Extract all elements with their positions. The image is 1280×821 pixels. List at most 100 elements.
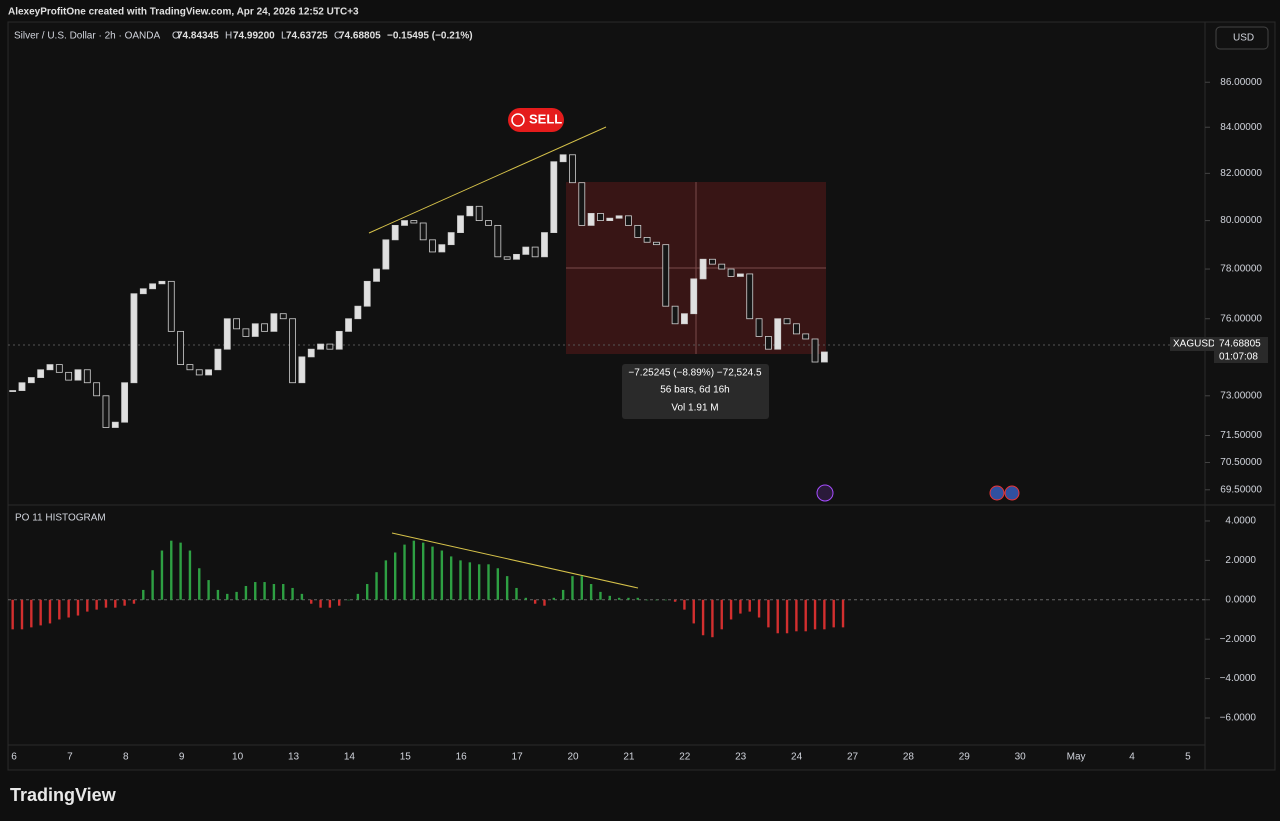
- ohlc-value: 74.99200: [233, 31, 275, 42]
- time-label: 28: [903, 752, 915, 763]
- y-tick-label: 69.50000: [1220, 484, 1262, 495]
- time-label: 10: [232, 752, 244, 763]
- currency[interactable]: USD: [1233, 33, 1254, 44]
- countdown: 01:07:08: [1219, 352, 1258, 363]
- histogram-bar: [627, 597, 630, 600]
- candle: [298, 356, 306, 384]
- histogram-bar: [86, 599, 89, 612]
- time-label: 14: [344, 752, 356, 763]
- y-tick-label: 70.50000: [1220, 457, 1262, 468]
- time-label: 7: [67, 752, 73, 763]
- event-icon[interactable]: [816, 484, 834, 502]
- flag-icon[interactable]: [989, 485, 1005, 501]
- trend-line: [368, 126, 607, 234]
- y-tick-label: 71.50000: [1220, 430, 1262, 441]
- ohlc: O74.84345 H 74.99200 L 74.63725 C74.68805 −0.1…: [172, 31, 473, 42]
- time-label: 9: [179, 752, 185, 763]
- ohlc-value: 74.68805: [339, 31, 381, 42]
- candle: [429, 239, 436, 253]
- symbol-tag-text: XAGUSD: [1173, 339, 1215, 350]
- histogram-bar: [328, 599, 332, 608]
- histogram-bar: [533, 599, 537, 604]
- histogram-bar: [95, 599, 98, 610]
- histogram-bar: [114, 599, 117, 608]
- price-tag-text: 74.68805: [1219, 339, 1261, 350]
- candle: [606, 217, 614, 221]
- candle: [177, 330, 185, 365]
- candle: [699, 258, 707, 280]
- candle: [419, 222, 427, 241]
- candle: [167, 280, 175, 332]
- histogram-bar: [477, 564, 481, 600]
- ohlc-value: 74.63725: [286, 31, 328, 42]
- histogram-bar: [226, 593, 229, 600]
- histogram-bar: [785, 599, 789, 634]
- y-tick-label: 0.0000: [1225, 594, 1256, 605]
- sell-icon: [511, 113, 525, 127]
- y-tick-label: −4.0000: [1220, 673, 1257, 684]
- candle: [46, 364, 54, 371]
- time-label: 20: [567, 752, 579, 763]
- histogram-bar: [170, 540, 173, 600]
- flag-icon[interactable]: [1004, 485, 1020, 501]
- histogram-bar: [48, 599, 52, 624]
- histogram-bar: [412, 540, 416, 600]
- candle: [289, 318, 296, 384]
- histogram-bar: [449, 556, 453, 600]
- candle: [559, 154, 567, 163]
- candle: [373, 268, 380, 282]
- candle: [410, 220, 418, 224]
- histogram-bar: [841, 599, 845, 628]
- histogram-bar: [58, 599, 61, 620]
- histogram-bar: [823, 599, 826, 630]
- histogram-bar: [300, 593, 304, 600]
- time-label: 30: [1015, 752, 1027, 763]
- currency-button[interactable]: [1215, 26, 1269, 50]
- y-tick-label: 84.00000: [1220, 122, 1262, 133]
- candle: [709, 258, 716, 265]
- histogram-bar: [599, 591, 602, 600]
- candle: [130, 293, 138, 384]
- histogram-bar: [244, 585, 248, 600]
- time-label: 29: [959, 752, 971, 763]
- candle: [475, 205, 483, 221]
- time-label: 4: [1129, 752, 1135, 763]
- time-label: 15: [400, 752, 412, 763]
- sell-badge: [508, 108, 564, 132]
- ohlc-key: O: [172, 31, 180, 42]
- histogram-bar: [431, 546, 434, 600]
- measure-line: 56 bars, 6d 16h: [660, 385, 730, 396]
- candle: [438, 244, 446, 253]
- candle: [27, 377, 35, 384]
- candle: [671, 305, 679, 325]
- time-label: 17: [512, 752, 524, 763]
- candle: [755, 318, 763, 337]
- histogram-bar: [375, 572, 378, 600]
- y-tick-label: −2.0000: [1220, 634, 1257, 645]
- histogram-bar: [132, 599, 136, 604]
- candle: [531, 246, 539, 258]
- histogram-bar: [804, 599, 807, 632]
- candle: [783, 318, 791, 325]
- candle: [18, 382, 26, 391]
- histogram-bar: [543, 599, 546, 606]
- histogram-bar: [188, 550, 192, 600]
- candle: [718, 263, 726, 270]
- histogram-bar: [776, 599, 779, 634]
- candle: [615, 215, 623, 219]
- time-label: 5: [1185, 752, 1191, 763]
- candle: [363, 280, 371, 307]
- measure-line: Vol 1.91 M: [671, 403, 718, 414]
- histogram-bar: [198, 568, 201, 600]
- histogram-bar: [720, 599, 723, 630]
- candle: [307, 348, 315, 358]
- histogram-bar: [160, 550, 164, 600]
- candle: [93, 382, 101, 397]
- histogram-bar: [617, 597, 621, 600]
- histogram-bar: [384, 560, 388, 600]
- histogram-bar: [459, 560, 462, 600]
- candle: [513, 253, 520, 260]
- histogram-bar: [272, 584, 276, 600]
- histogram-bar: [589, 584, 593, 600]
